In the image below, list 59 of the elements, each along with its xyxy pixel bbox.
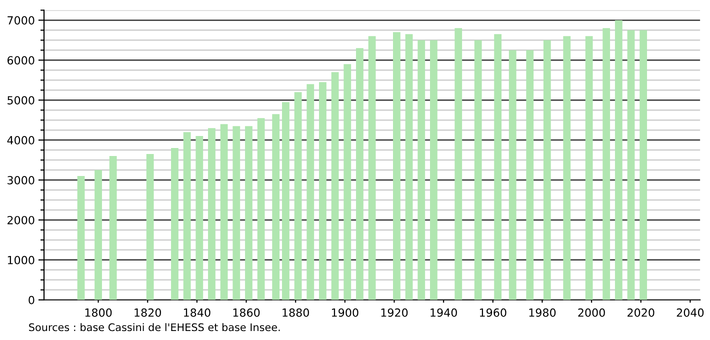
bar xyxy=(331,72,339,300)
bar xyxy=(319,82,326,300)
bar xyxy=(356,48,364,300)
y-tick-label: 1000 xyxy=(8,256,34,264)
x-tick-label: 1800 xyxy=(85,308,112,317)
bar xyxy=(393,32,400,300)
bar xyxy=(94,170,102,300)
y-tick-label: 6000 xyxy=(7,56,34,65)
bar xyxy=(257,118,265,300)
y-tick-label: 7000 xyxy=(8,16,34,25)
bar xyxy=(146,154,154,300)
x-tick-label: 1840 xyxy=(184,308,210,317)
y-tick-label: 4000 xyxy=(7,136,34,144)
bar xyxy=(171,148,178,300)
x-tick-label: 1820 xyxy=(134,308,162,317)
y-tick-label: 5000 xyxy=(8,96,34,104)
y-tick-label: 3000 xyxy=(8,176,34,184)
x-tick-label: 1960 xyxy=(480,308,506,317)
bar xyxy=(543,40,551,300)
bar xyxy=(282,102,290,300)
x-tick-label: 1880 xyxy=(282,308,309,317)
bar xyxy=(508,50,516,300)
bar xyxy=(306,84,314,300)
x-tick-label: 1900 xyxy=(332,308,358,317)
bar xyxy=(474,40,482,300)
bar xyxy=(196,136,204,300)
y-tick-label: 2000 xyxy=(8,216,34,224)
x-tick-label: 2000 xyxy=(578,308,605,317)
bar xyxy=(294,92,302,300)
bar xyxy=(614,20,622,300)
bar xyxy=(245,126,252,300)
x-tick-label: 1860 xyxy=(233,308,260,317)
bar xyxy=(418,40,426,300)
bar xyxy=(208,128,216,300)
x-tick-label: 1940 xyxy=(430,308,457,317)
bar xyxy=(220,124,228,300)
x-tick-label: 2020 xyxy=(628,308,654,317)
bar xyxy=(344,64,352,300)
bar xyxy=(526,50,534,300)
x-tick-label: 1980 xyxy=(529,308,556,317)
bar xyxy=(368,36,376,300)
bar xyxy=(585,36,593,300)
x-tick-label: 1920 xyxy=(381,308,408,317)
x-tick-label: 2040 xyxy=(676,308,704,317)
bar xyxy=(430,40,438,300)
bar xyxy=(109,156,117,300)
bar xyxy=(494,34,502,300)
bar xyxy=(232,126,240,300)
bar xyxy=(454,28,462,300)
bar xyxy=(272,114,280,300)
bar xyxy=(627,30,635,300)
bar xyxy=(77,176,85,300)
bar xyxy=(640,30,648,300)
bar xyxy=(602,28,610,300)
bar xyxy=(405,34,413,300)
source-note: Sources : base Cassini de l'EHESS et base Insee. xyxy=(29,323,280,332)
bar xyxy=(183,132,191,300)
y-tick-label: 0 xyxy=(28,296,34,304)
bar xyxy=(563,36,571,300)
